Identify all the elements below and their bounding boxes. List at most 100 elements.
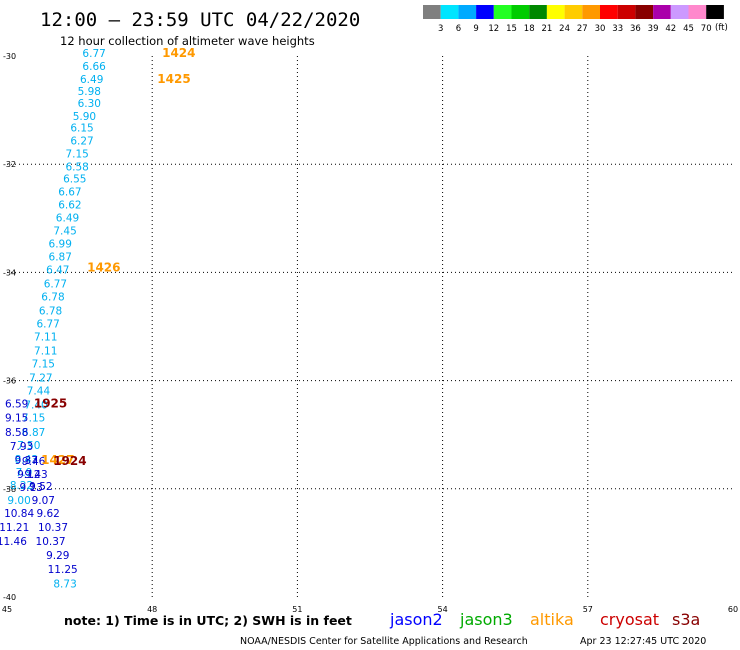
- swh-altika-26: 7.44: [27, 386, 51, 398]
- scale-swatch-7: [546, 5, 565, 19]
- swh-altika-15: 6.99: [49, 239, 72, 251]
- swh-altika-30: 7.50: [17, 440, 40, 452]
- swh-jason3-13: 11.21: [0, 522, 29, 534]
- scale-swatch-8: [564, 5, 583, 19]
- scale-label-18: 18: [524, 24, 535, 34]
- swh-altika-28: 7.15: [22, 413, 45, 425]
- scale-swatch-13: [653, 5, 671, 19]
- scale-swatch-16: [706, 5, 724, 19]
- note-text: note: 1) Time is in UTC; 2) SWH is in fe…: [64, 613, 352, 628]
- swh-altika-17: 6.47: [46, 264, 69, 276]
- scale-swatch-2: [458, 5, 477, 19]
- swh-jason3-9: 9.52: [29, 481, 52, 493]
- scale-label-3: 3: [438, 24, 443, 34]
- swh-jason3-14: 11.46: [0, 536, 27, 548]
- swh-altika-16: 6.87: [49, 251, 72, 263]
- swh-altika-34: 9.00: [7, 495, 30, 507]
- color-scale: [423, 5, 724, 19]
- scale-label-9: 9: [473, 24, 478, 34]
- swh-jason3-16: 10.37: [36, 536, 66, 548]
- scale-swatch-4: [493, 5, 512, 19]
- swh-altika-8: 7.15: [65, 149, 88, 161]
- scale-swatch-10: [600, 5, 618, 19]
- x-tick-45: 45: [2, 605, 12, 614]
- scale-swatch-14: [670, 5, 689, 19]
- swh-altika-9: 6.58: [65, 162, 88, 174]
- legend-altika: altika: [530, 610, 574, 629]
- timestamp-text: Apr 23 12:27:45 UTC 2020: [580, 636, 706, 647]
- swh-values: 6.776.666.495.986.305.906.156.277.156.58…: [0, 48, 106, 590]
- scale-label-15: 15: [506, 24, 517, 34]
- legend-s3a: s3a: [672, 610, 700, 629]
- swh-altika-18: 6.77: [44, 279, 67, 291]
- legend-jason3: jason3: [459, 610, 513, 629]
- y-tick--30: -30: [3, 52, 16, 61]
- swh-altika-33: 8.22: [10, 480, 33, 492]
- swh-altika-4: 6.30: [78, 98, 101, 110]
- scale-swatch-1: [440, 5, 459, 19]
- swh-altika-21: 6.77: [36, 319, 59, 331]
- scale-swatch-6: [529, 5, 547, 19]
- scale-label-36: 36: [630, 24, 641, 34]
- swh-altika-31: 8.43: [15, 454, 38, 466]
- swh-altika-27: 7.40: [24, 400, 47, 412]
- swh-altika-14: 7.45: [53, 226, 76, 238]
- swh-jason3-0: 6.59: [5, 399, 28, 411]
- scale-swatch-12: [635, 5, 654, 19]
- swh-altika-19: 6.78: [41, 292, 64, 304]
- y-tick--40: -40: [3, 593, 16, 602]
- swh-altika-29: 6.87: [22, 427, 45, 439]
- legend-cryosat: cryosat: [600, 610, 659, 629]
- swh-altika-5: 5.90: [73, 111, 96, 123]
- swh-jason3-10: 9.07: [32, 495, 55, 507]
- swh-altika-7: 6.27: [70, 136, 93, 148]
- swh-altika-23: 7.11: [34, 346, 57, 358]
- y-tick--32: -32: [3, 160, 16, 169]
- swh-jason3-6: 9.13: [20, 482, 43, 494]
- time-labels: 1424 1425 1426 1427 1925 1924: [34, 46, 196, 468]
- color-scale-labels: 3 6 9 12 15 18 21 24 27 30 33 36 39 42 45 70: [438, 24, 712, 34]
- satellite-legend: jason2 jason3 altika cryosat s3a: [389, 610, 700, 629]
- time-label-1426: 1426: [87, 260, 120, 274]
- scale-label-33: 33: [612, 24, 623, 34]
- swh-jason3-8: 9.43: [24, 469, 47, 481]
- scale-label-70: 70: [701, 24, 712, 34]
- swh-jason3-12: 10.84: [4, 508, 34, 520]
- swh-jason3-15: 10.37: [38, 522, 68, 534]
- swh-jason3-5: 9.12: [17, 469, 40, 481]
- swh-altika-20: 6.78: [39, 306, 62, 318]
- swh-altika_tail-0: 8.73: [53, 578, 76, 590]
- scale-swatch-3: [476, 5, 494, 19]
- y-tick--34: -34: [3, 268, 16, 277]
- scale-label-30: 30: [595, 24, 606, 34]
- time-label-1424: 1424: [162, 46, 195, 60]
- scale-label-21: 21: [541, 24, 552, 34]
- swh-altika-0: 6.77: [82, 48, 105, 60]
- scale-unit: (ft): [715, 23, 728, 33]
- x-tick-57: 57: [583, 605, 593, 614]
- credit-text: NOAA/NESDIS Center for Satellite Applica…: [240, 636, 528, 647]
- scale-swatch-11: [617, 5, 636, 19]
- scale-swatch-5: [511, 5, 530, 19]
- swh-altika-24: 7.15: [32, 359, 55, 371]
- x-tick-48: 48: [147, 605, 157, 614]
- x-tick-60: 60: [728, 605, 738, 614]
- scale-swatch-15: [688, 5, 707, 19]
- time-label-1427: 1427: [41, 453, 74, 467]
- time-label-1925: 1925: [34, 397, 67, 411]
- scale-label-6: 6: [456, 24, 461, 34]
- swh-jason3-7: 9.46: [22, 456, 46, 468]
- swh-altika-25: 7.27: [29, 373, 52, 385]
- swh-altika-1: 6.66: [82, 61, 106, 73]
- y-tick--36: -36: [3, 377, 16, 386]
- scale-label-24: 24: [559, 24, 570, 34]
- x-tick-54: 54: [438, 605, 448, 614]
- swh-jason3-1: 9.15: [5, 413, 28, 425]
- swh-jason3-2: 8.58: [5, 427, 28, 439]
- scale-swatch-0: [423, 5, 441, 19]
- scale-label-27: 27: [577, 24, 588, 34]
- swh-altika-11: 6.67: [58, 187, 81, 199]
- scale-label-39: 39: [648, 24, 659, 34]
- x-tick-51: 51: [292, 605, 302, 614]
